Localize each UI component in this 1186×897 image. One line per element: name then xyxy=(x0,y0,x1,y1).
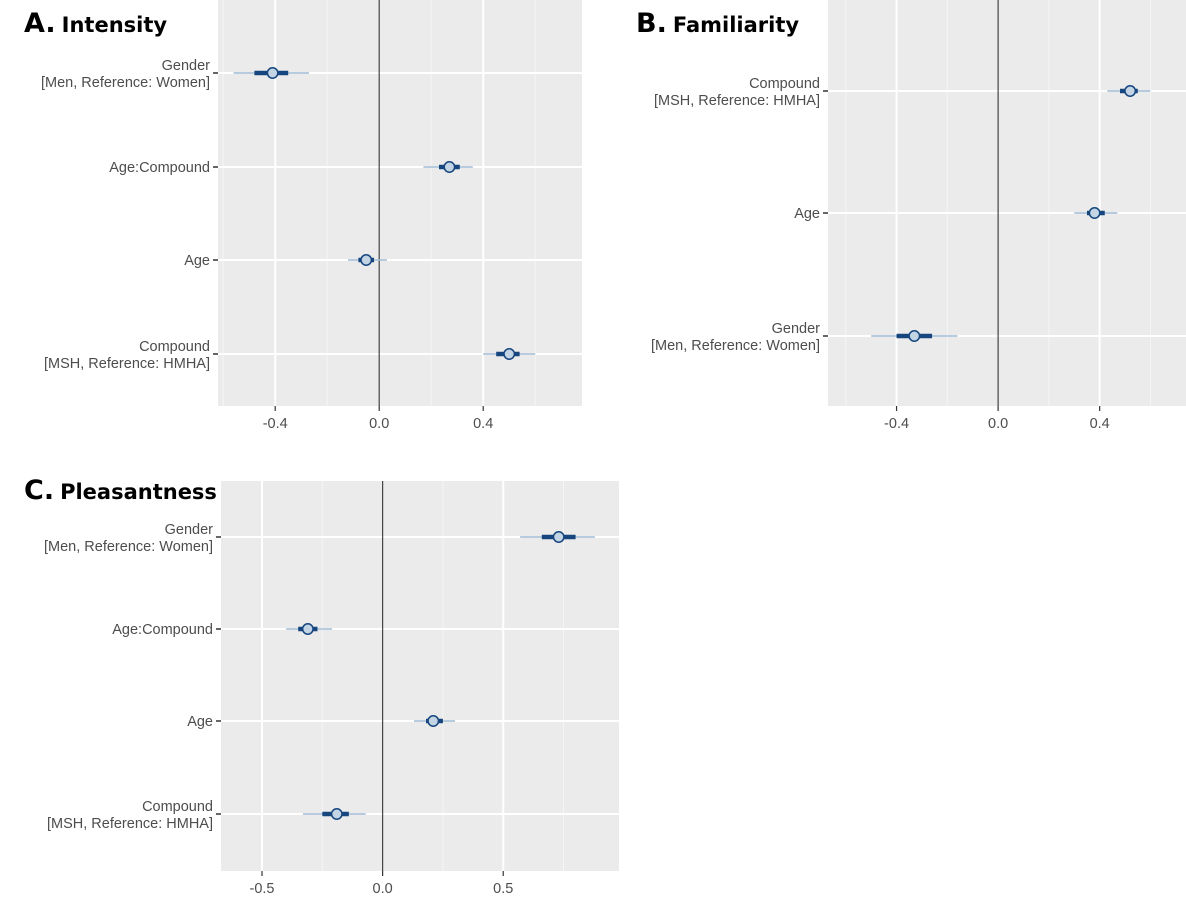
y-tick-label-line: [MSH, Reference: HMHA] xyxy=(654,93,820,109)
y-tick-label: Age xyxy=(184,253,210,269)
estimate-point xyxy=(552,531,565,543)
panel-letter: C. xyxy=(24,475,54,506)
panel-b: B. Familiarity -0.4 0.0 0.4 Compound [MSH, Ref… xyxy=(636,0,1186,432)
estimate-point xyxy=(266,67,279,79)
panel-title: A. Intensity xyxy=(24,8,167,39)
y-tick-label-line: Gender xyxy=(162,58,211,74)
y-tick-label-line: Age xyxy=(794,206,820,222)
panel-title-text: Pleasantness xyxy=(60,480,217,504)
x-tick-label: 0.0 xyxy=(988,416,1008,432)
x-tick-label: -0.5 xyxy=(250,881,275,897)
y-tick-label: Compound [MSH, Reference: HMHA] xyxy=(47,799,213,832)
estimate-point xyxy=(1124,85,1137,97)
y-tick-label-line: [MSH, Reference: HMHA] xyxy=(47,816,213,832)
panel-letter: A. xyxy=(24,8,56,39)
panel-letter: B. xyxy=(636,8,667,39)
y-tick-label-line: Gender xyxy=(772,321,821,337)
y-tick-label-line: [Men, Reference: Women] xyxy=(651,338,820,354)
y-tick-label: Gender [Men, Reference: Women] xyxy=(651,321,820,354)
estimate-point xyxy=(330,808,343,820)
y-tick-label: Age xyxy=(187,714,213,730)
y-tick-label-line: Gender xyxy=(165,522,214,538)
y-tick-label: Gender [Men, Reference: Women] xyxy=(41,58,210,91)
estimate-point xyxy=(503,348,516,360)
y-tick-label-line: [MSH, Reference: HMHA] xyxy=(44,356,210,372)
y-tick-label-line: [Men, Reference: Women] xyxy=(44,539,213,555)
estimate-point xyxy=(443,161,456,173)
panel-title-text: Familiarity xyxy=(673,13,800,37)
estimate-point xyxy=(908,330,921,342)
y-tick-label-line: Age:Compound xyxy=(112,622,213,638)
y-tick-label-line: Age xyxy=(187,714,213,730)
y-tick-label: Age:Compound xyxy=(112,622,213,638)
plot-background xyxy=(218,0,582,406)
plot-background xyxy=(221,481,619,871)
y-tick-label-line: Compound xyxy=(749,76,820,92)
y-tick-label: Age:Compound xyxy=(109,160,210,176)
panel-title: C. Pleasantness xyxy=(24,475,217,506)
panel-c: C. Pleasantness -0.5 0.0 0.5 Gender [Men, Refe… xyxy=(24,475,619,897)
x-tick-label: 0.4 xyxy=(473,416,493,432)
x-tick-label: 0.0 xyxy=(369,416,389,432)
x-tick-label: 0.4 xyxy=(1090,416,1110,432)
panel-a: A. Intensity -0.4 0.0 0.4 Gender [Men, Referen… xyxy=(24,0,582,432)
y-tick-label: Compound [MSH, Reference: HMHA] xyxy=(44,339,210,372)
x-tick-label: 0.5 xyxy=(493,881,513,897)
y-tick-label-line: Age:Compound xyxy=(109,160,210,176)
y-tick-label-line: Age xyxy=(184,253,210,269)
y-tick-label-line: Compound xyxy=(142,799,213,815)
x-tick-label: -0.4 xyxy=(263,416,288,432)
estimate-point xyxy=(427,715,440,727)
y-tick-label: Compound [MSH, Reference: HMHA] xyxy=(654,76,820,109)
estimate-point xyxy=(360,254,373,266)
y-tick-label: Age xyxy=(794,206,820,222)
panel-title: B. Familiarity xyxy=(636,8,799,39)
estimate-point xyxy=(1088,207,1101,219)
plot-background xyxy=(828,0,1186,406)
estimate-point xyxy=(301,623,314,635)
y-tick-label-line: [Men, Reference: Women] xyxy=(41,75,210,91)
x-tick-label: -0.4 xyxy=(884,416,909,432)
panel-title-text: Intensity xyxy=(62,13,168,37)
x-tick-label: 0.0 xyxy=(373,881,393,897)
y-tick-label-line: Compound xyxy=(139,339,210,355)
y-tick-label: Gender [Men, Reference: Women] xyxy=(44,522,213,555)
